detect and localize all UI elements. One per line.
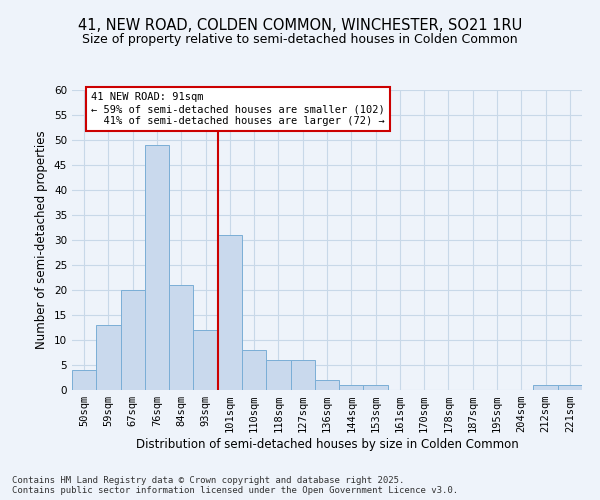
Bar — [290, 360, 315, 390]
X-axis label: Distribution of semi-detached houses by size in Colden Common: Distribution of semi-detached houses by … — [136, 438, 518, 451]
Text: 41, NEW ROAD, COLDEN COMMON, WINCHESTER, SO21 1RU: 41, NEW ROAD, COLDEN COMMON, WINCHESTER,… — [78, 18, 522, 32]
Bar — [558, 385, 582, 390]
Bar — [72, 370, 96, 390]
Bar — [96, 325, 121, 390]
Y-axis label: Number of semi-detached properties: Number of semi-detached properties — [35, 130, 49, 350]
Text: 41 NEW ROAD: 91sqm
← 59% of semi-detached houses are smaller (102)
  41% of semi: 41 NEW ROAD: 91sqm ← 59% of semi-detache… — [91, 92, 385, 126]
Bar — [242, 350, 266, 390]
Text: Size of property relative to semi-detached houses in Colden Common: Size of property relative to semi-detach… — [82, 32, 518, 46]
Bar — [145, 145, 169, 390]
Text: Contains HM Land Registry data © Crown copyright and database right 2025.
Contai: Contains HM Land Registry data © Crown c… — [12, 476, 458, 495]
Bar — [533, 385, 558, 390]
Bar — [364, 385, 388, 390]
Bar — [266, 360, 290, 390]
Bar — [339, 385, 364, 390]
Bar — [121, 290, 145, 390]
Bar — [169, 285, 193, 390]
Bar — [315, 380, 339, 390]
Bar — [218, 235, 242, 390]
Bar — [193, 330, 218, 390]
